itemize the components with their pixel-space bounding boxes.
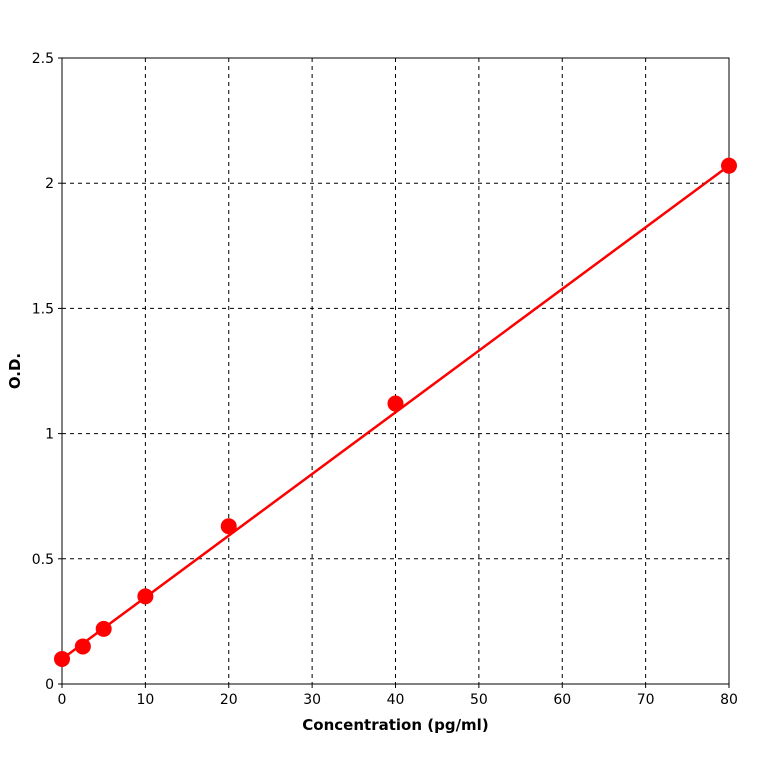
- x-tick-label: 0: [58, 692, 67, 708]
- y-tick-label: 0: [45, 677, 54, 693]
- x-axis-title: Concentration (pg/ml): [302, 716, 488, 734]
- data-point: [95, 620, 112, 637]
- x-tick-label: 30: [303, 692, 321, 708]
- axis-ticks: 0 10 20 30 40 50 60 70 80 0 0.5 1 1.5 2 2.5: [32, 51, 738, 708]
- y-tick-label: 1.5: [32, 301, 54, 317]
- y-axis-title: O.D.: [6, 353, 24, 389]
- data-point: [137, 588, 154, 605]
- x-tick-label: 20: [220, 692, 238, 708]
- fit-line-layer: [61, 164, 730, 660]
- x-tick-label: 80: [720, 692, 738, 708]
- x-tick-label: 10: [136, 692, 154, 708]
- x-tick-label: 40: [387, 692, 405, 708]
- data-point: [387, 395, 404, 412]
- data-point: [54, 650, 70, 667]
- y-tick-label: 2: [45, 176, 54, 192]
- y-tick-label: 2.5: [32, 51, 54, 67]
- data-points: [54, 157, 737, 667]
- fit-line: [61, 164, 730, 660]
- x-tick-label: 50: [470, 692, 488, 708]
- x-tick-label: 70: [637, 692, 655, 708]
- grid: [62, 58, 729, 684]
- x-tick-label: 60: [553, 692, 571, 708]
- y-tick-label: 0.5: [32, 552, 54, 568]
- y-tick-label: 1: [45, 427, 54, 443]
- data-point: [74, 638, 91, 655]
- data-point: [220, 518, 237, 535]
- data-point: [721, 157, 737, 174]
